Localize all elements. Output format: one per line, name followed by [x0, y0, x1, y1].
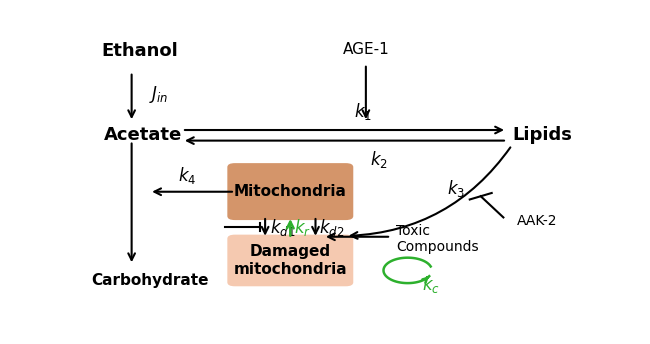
Text: Lipids: Lipids — [512, 126, 572, 144]
Text: $k_3$: $k_3$ — [447, 178, 465, 199]
Text: Acetate: Acetate — [104, 126, 182, 144]
Text: AGE-1: AGE-1 — [343, 42, 389, 57]
Text: Ethanol: Ethanol — [101, 42, 178, 60]
Text: Carbohydrate: Carbohydrate — [91, 273, 209, 289]
Text: $k_1$: $k_1$ — [354, 101, 372, 122]
Text: $k_4$: $k_4$ — [178, 165, 196, 186]
Text: $k_r$: $k_r$ — [294, 217, 311, 238]
Text: Mitochondria: Mitochondria — [234, 184, 346, 199]
FancyBboxPatch shape — [227, 163, 354, 220]
Text: $k_{d2}$: $k_{d2}$ — [319, 217, 344, 238]
Text: $k_{d1}$: $k_{d1}$ — [270, 217, 296, 238]
Text: Toxic
Compounds: Toxic Compounds — [396, 224, 478, 254]
Text: $k_2$: $k_2$ — [369, 149, 387, 170]
FancyBboxPatch shape — [227, 235, 354, 286]
Text: $k_c$: $k_c$ — [422, 275, 440, 295]
Text: $J_{in}$: $J_{in}$ — [150, 84, 169, 105]
Text: Damaged
mitochondria: Damaged mitochondria — [233, 244, 347, 277]
Text: AAK-2: AAK-2 — [517, 214, 558, 228]
